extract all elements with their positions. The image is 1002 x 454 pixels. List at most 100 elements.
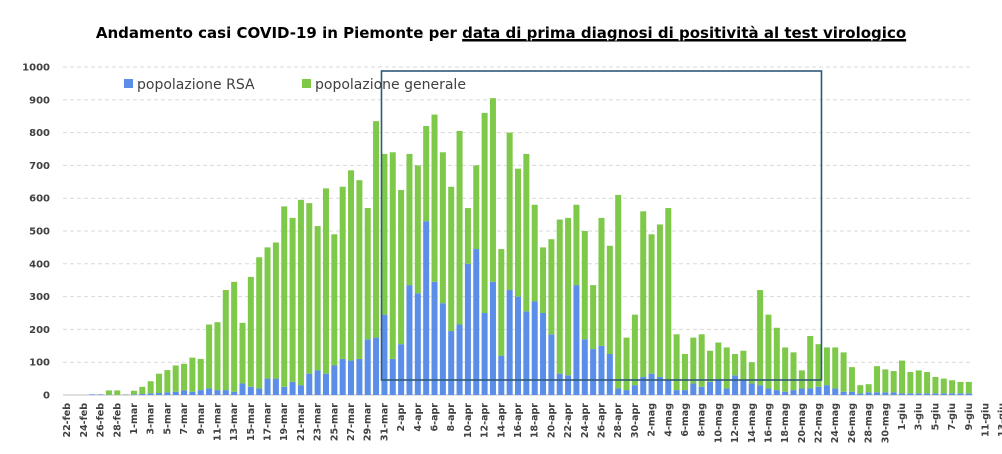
bar-generale (314, 226, 321, 371)
y-axis-ticks: 0 100 200 300 400 500 600 700 800 900 1000 (22, 63, 50, 402)
bar-rsa (798, 388, 805, 395)
x-tick-label: 4-mag (663, 403, 674, 437)
bar-rsa (398, 344, 405, 395)
bar-generale (289, 217, 296, 382)
bar-generale (723, 347, 730, 389)
x-tick-label: 22-apr (563, 403, 574, 438)
bar-rsa (423, 221, 430, 395)
bar-rsa (757, 385, 764, 395)
x-tick-label: 8-mag (697, 403, 708, 437)
x-tick-label: 3-giu (914, 403, 925, 430)
bar-rsa (540, 313, 547, 395)
bar-generale (389, 152, 396, 359)
x-tick-label: 10-apr (463, 403, 474, 438)
bar-rsa (782, 391, 789, 395)
bar-generale (514, 168, 522, 297)
chart-title: Andamento casi COVID-19 in Piemonte per … (96, 24, 906, 42)
legend: popolazione RSA popolazione generale (124, 77, 466, 93)
bar-generale (406, 153, 413, 286)
bar-rsa (514, 296, 522, 395)
x-tick-label: 9-giu (964, 403, 975, 430)
bar-rsa (857, 393, 864, 395)
x-tick-label: 26-mag (847, 403, 858, 443)
bar-rsa (322, 373, 329, 395)
bar-rsa (648, 373, 655, 395)
bar-generale (247, 276, 254, 387)
bar-generale (114, 390, 121, 395)
bar-generale (381, 153, 388, 315)
bar-generale (915, 370, 922, 394)
bar-rsa (740, 380, 747, 395)
bar-rsa (239, 383, 246, 395)
bar-generale (773, 327, 780, 391)
bar-rsa (790, 390, 797, 395)
bar-generale (506, 132, 513, 291)
bar-rsa (673, 390, 680, 395)
bar-generale (322, 188, 329, 374)
bar-rsa (406, 285, 413, 395)
x-tick-label: 24-mag (830, 403, 841, 443)
bar-generale (189, 357, 196, 392)
bar-generale (690, 337, 697, 384)
x-tick-label: 29-mar (363, 403, 374, 441)
bar-rsa (231, 391, 238, 395)
y-tick-label: 900 (29, 95, 50, 106)
legend-swatch (124, 79, 133, 88)
bar-generale (414, 165, 421, 294)
bar-rsa (206, 388, 213, 395)
bar-generale (448, 186, 455, 332)
bar-rsa (681, 390, 688, 395)
x-tick-label: 4-apr (413, 403, 424, 432)
y-tick-label: 0 (43, 391, 50, 402)
x-tick-label: 22-mag (814, 403, 825, 443)
x-tick-label: 28-mag (864, 403, 875, 443)
bar-rsa (890, 392, 897, 395)
bar-rsa (565, 375, 572, 395)
x-tick-label: 1-mar (129, 403, 140, 435)
bar-rsa (172, 391, 179, 395)
bar-rsa (748, 383, 755, 395)
x-tick-label: 14-mag (747, 403, 758, 443)
bar-rsa (581, 339, 588, 395)
bar-generale (815, 344, 822, 387)
bar-rsa (807, 388, 814, 395)
bar-generale (707, 350, 714, 382)
bar-generale (857, 385, 864, 394)
x-tick-label: 17-mar (263, 403, 274, 441)
bar-rsa (264, 378, 271, 395)
y-tick-label: 600 (29, 194, 50, 205)
x-tick-label: 19-mar (279, 403, 290, 441)
bar-generale (882, 369, 889, 393)
bar-rsa (573, 285, 580, 395)
bar-rsa (506, 290, 513, 395)
bar-generale (423, 126, 430, 222)
bar-generale (840, 352, 847, 392)
bar-generale (172, 365, 179, 392)
bar-generale (907, 372, 914, 394)
bar-generale (890, 371, 897, 393)
bar-rsa (615, 388, 622, 395)
x-tick-label: 18-apr (530, 403, 541, 438)
bar-rsa (473, 249, 480, 395)
bar-generale (256, 257, 263, 389)
bar-generale (197, 358, 204, 391)
y-tick-label: 500 (29, 227, 50, 238)
bar-rsa (222, 390, 229, 395)
x-tick-label: 1-giu (897, 403, 908, 430)
bar-generale (481, 112, 488, 313)
x-tick-label: 13-giu (997, 403, 1002, 437)
bar-generale (581, 231, 588, 340)
bar-rsa (214, 390, 221, 395)
bar-rsa (848, 391, 855, 395)
bar-generale (940, 378, 947, 394)
bar-rsa (723, 388, 730, 395)
x-tick-label: 12-mag (730, 403, 741, 443)
bar-rsa (523, 311, 530, 395)
bar-generale (222, 290, 229, 391)
bar-rsa (965, 393, 972, 395)
bar-rsa (498, 355, 505, 395)
x-tick-label: 24-feb (79, 403, 90, 438)
bar-rsa (815, 386, 822, 395)
title-underlined: data di prima diagnosi di positività al … (462, 24, 906, 42)
bar-rsa (331, 365, 338, 395)
